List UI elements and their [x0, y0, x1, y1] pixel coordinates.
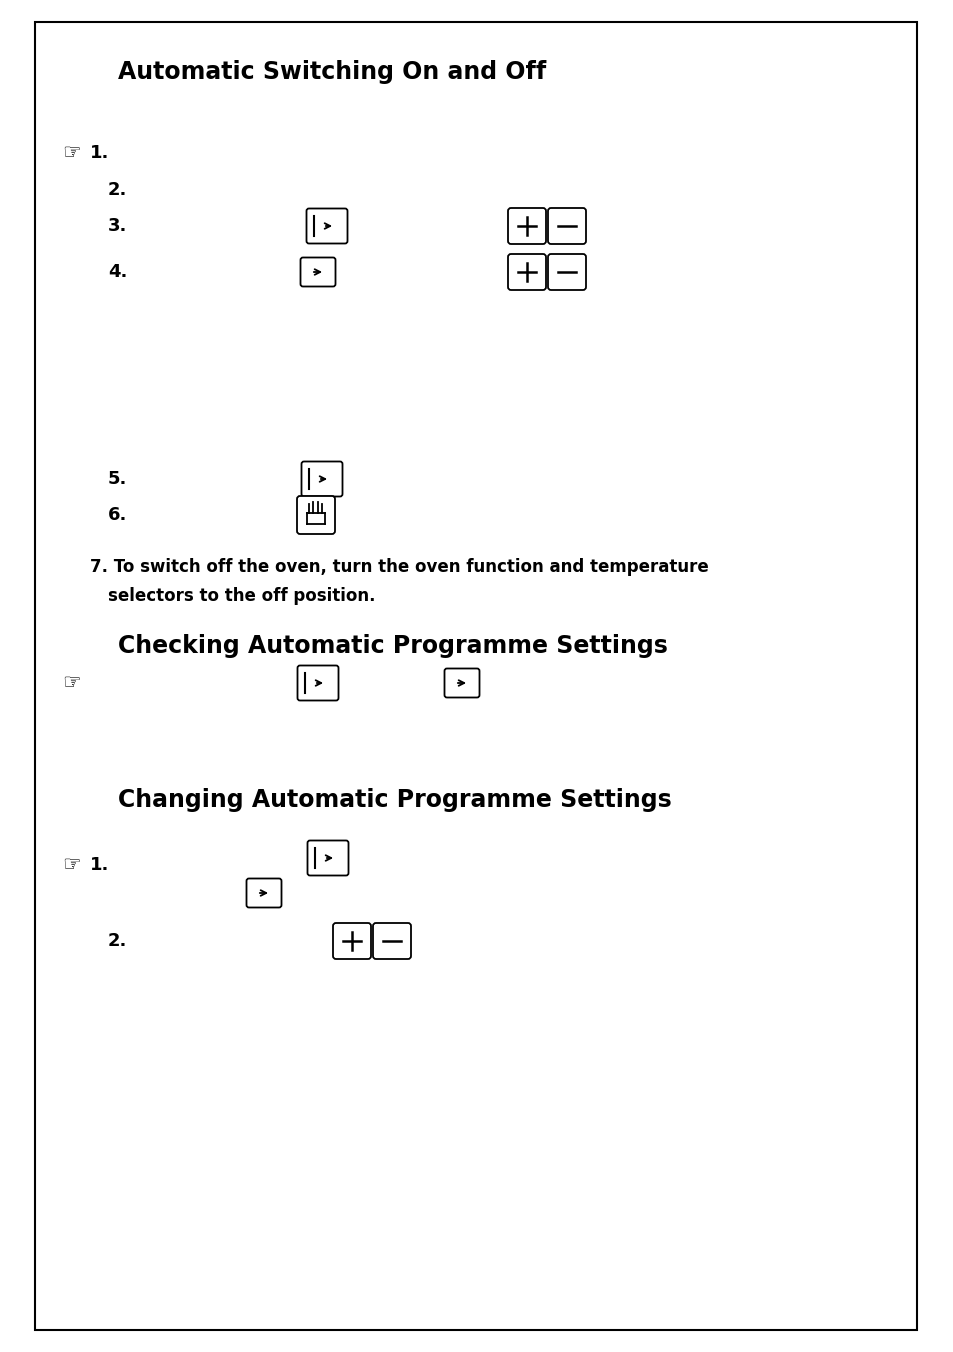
FancyBboxPatch shape	[547, 254, 585, 289]
FancyBboxPatch shape	[246, 879, 281, 907]
Text: 7. To switch off the oven, turn the oven function and temperature: 7. To switch off the oven, turn the oven…	[90, 558, 708, 576]
FancyBboxPatch shape	[297, 665, 338, 700]
Text: 6.: 6.	[108, 506, 128, 525]
Text: 3.: 3.	[108, 218, 128, 235]
FancyBboxPatch shape	[373, 923, 411, 959]
Text: 2.: 2.	[108, 932, 128, 950]
FancyBboxPatch shape	[547, 208, 585, 243]
Text: Checking Automatic Programme Settings: Checking Automatic Programme Settings	[118, 634, 667, 658]
Text: ☞: ☞	[63, 143, 81, 164]
Text: 1.: 1.	[90, 145, 110, 162]
FancyBboxPatch shape	[296, 496, 335, 534]
Text: 4.: 4.	[108, 264, 128, 281]
Text: ☞: ☞	[63, 673, 81, 694]
FancyBboxPatch shape	[333, 923, 371, 959]
FancyBboxPatch shape	[307, 841, 348, 876]
FancyBboxPatch shape	[507, 208, 545, 243]
Text: 1.: 1.	[90, 856, 110, 873]
FancyBboxPatch shape	[444, 668, 479, 698]
Text: selectors to the off position.: selectors to the off position.	[108, 587, 375, 604]
Text: 2.: 2.	[108, 181, 128, 199]
FancyBboxPatch shape	[300, 257, 335, 287]
Text: ☞: ☞	[63, 854, 81, 875]
Text: Automatic Switching On and Off: Automatic Switching On and Off	[118, 59, 546, 84]
Text: 5.: 5.	[108, 470, 128, 488]
FancyBboxPatch shape	[306, 208, 347, 243]
Text: Changing Automatic Programme Settings: Changing Automatic Programme Settings	[118, 788, 671, 813]
FancyBboxPatch shape	[507, 254, 545, 289]
FancyBboxPatch shape	[301, 461, 342, 496]
